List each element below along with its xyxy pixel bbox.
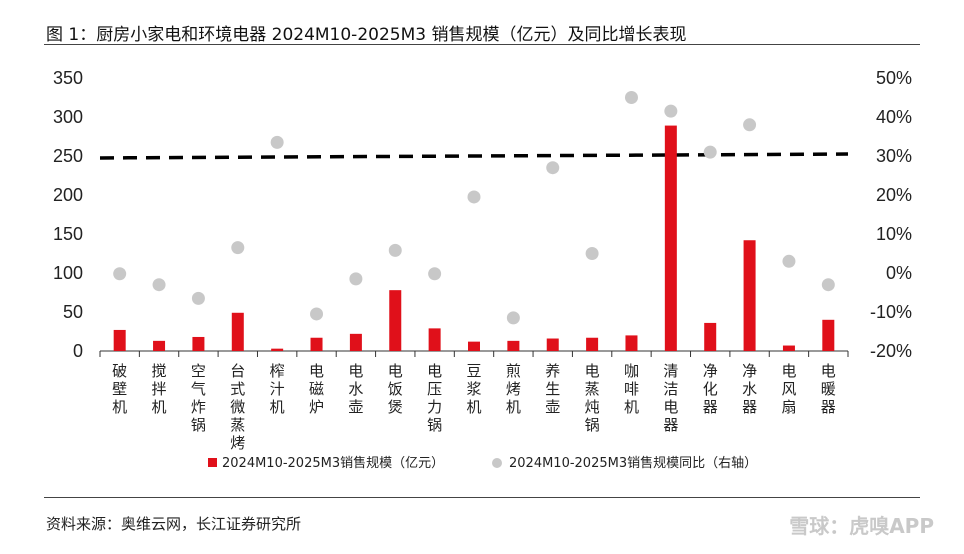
scatter-point bbox=[546, 161, 560, 175]
category-labels: 破壁机 搅拌机 空气炸锅 台式微蒸烤 榨汁机 电磁炉 电水壶 电饭煲 电压力锅 豆浆机 煎烤机 养生壶… bbox=[112, 362, 836, 452]
category-label: 电饭煲 bbox=[388, 362, 403, 416]
right-tick-label: 0% bbox=[886, 263, 912, 283]
scatter-point bbox=[624, 91, 638, 104]
left-tick-label: 150 bbox=[53, 224, 83, 244]
legend-swatch-points bbox=[492, 458, 502, 468]
bar bbox=[822, 319, 835, 351]
category-label: 破壁机 bbox=[112, 362, 127, 416]
left-tick-label: 250 bbox=[53, 146, 83, 166]
source-note: 资料来源：奥维云网，长江证券研究所 bbox=[46, 515, 302, 533]
tick-labels: 0 50 100 150 200 250 300 350 -20% -10% 0% 10% 20% 30%… bbox=[53, 68, 912, 361]
category-label: 电压力锅 bbox=[427, 362, 442, 434]
scatter-point bbox=[349, 272, 363, 286]
bar bbox=[625, 335, 638, 351]
bar bbox=[153, 340, 166, 351]
left-tick-label: 50 bbox=[63, 302, 83, 322]
scatter-point bbox=[821, 278, 835, 292]
scatter-point bbox=[231, 241, 245, 255]
category-label: 台式微蒸烤 bbox=[230, 362, 245, 452]
category-label: 榨汁机 bbox=[270, 362, 285, 416]
bar bbox=[664, 125, 677, 351]
category-label: 净水器 bbox=[742, 362, 757, 416]
scatter-point bbox=[310, 307, 324, 321]
bar bbox=[113, 329, 126, 351]
bar bbox=[271, 348, 284, 351]
category-label: 电暖器 bbox=[821, 362, 836, 416]
bar bbox=[468, 341, 480, 351]
scatter-point bbox=[428, 267, 442, 281]
source-divider bbox=[44, 497, 920, 498]
category-label: 咖啡机 bbox=[624, 362, 639, 416]
right-tick-label: 10% bbox=[876, 224, 912, 244]
scatter-point bbox=[585, 247, 599, 260]
right-tick-label: -10% bbox=[870, 302, 912, 322]
category-label: 净化器 bbox=[703, 362, 718, 416]
legend-label-bars: 2024M10-2025M3销售规模（亿元） bbox=[222, 455, 444, 471]
reference-line-group bbox=[99, 152, 849, 160]
scatter-point bbox=[506, 311, 520, 325]
category-label: 豆浆机 bbox=[466, 362, 481, 416]
category-label: 搅拌机 bbox=[152, 362, 167, 416]
category-label: 电风扇 bbox=[781, 362, 796, 416]
bar bbox=[546, 338, 559, 351]
scatter-point bbox=[191, 291, 205, 305]
reference-line bbox=[99, 152, 849, 160]
bar bbox=[231, 312, 244, 351]
bar bbox=[428, 328, 441, 351]
legend-swatch-bars bbox=[208, 458, 217, 467]
bar bbox=[704, 322, 717, 351]
right-tick-label: 40% bbox=[876, 107, 912, 127]
right-tick-label: 30% bbox=[876, 146, 912, 166]
scatter-point bbox=[703, 145, 717, 159]
right-tick-label: -20% bbox=[870, 341, 912, 361]
scatter-point bbox=[270, 135, 284, 149]
scatter-point bbox=[388, 243, 402, 257]
category-label: 煎烤机 bbox=[506, 362, 521, 416]
scatter-point bbox=[467, 190, 481, 204]
scatter-point bbox=[743, 118, 757, 132]
scatter-point bbox=[664, 104, 678, 118]
right-tick-label: 50% bbox=[876, 68, 912, 88]
left-tick-label: 0 bbox=[73, 341, 83, 361]
points-group bbox=[113, 91, 835, 325]
category-label: 电水壶 bbox=[348, 362, 363, 416]
left-tick-label: 200 bbox=[53, 185, 83, 205]
category-label: 养生壶 bbox=[545, 362, 560, 416]
chart-title: 图 1：厨房小家电和环境电器 2024M10-2025M3 销售规模（亿元）及同… bbox=[46, 25, 687, 45]
bar bbox=[743, 240, 756, 351]
category-label: 空气炸锅 bbox=[191, 362, 206, 434]
left-tick-label: 100 bbox=[53, 263, 83, 283]
bar bbox=[310, 337, 323, 351]
left-tick-label: 350 bbox=[53, 68, 83, 88]
legend: 2024M10-2025M3销售规模（亿元） 2024M10-2025M3销售规模… bbox=[208, 455, 757, 471]
bar bbox=[192, 336, 205, 351]
right-tick-label: 20% bbox=[876, 185, 912, 205]
scatter-point bbox=[113, 267, 127, 281]
axes bbox=[99, 350, 849, 357]
legend-label-points: 2024M10-2025M3销售规模同比（右轴） bbox=[509, 455, 757, 471]
left-tick-label: 300 bbox=[53, 107, 83, 127]
scatter-point bbox=[782, 254, 796, 268]
bar bbox=[389, 290, 402, 351]
category-label: 电磁炉 bbox=[309, 362, 324, 416]
scatter-point bbox=[152, 278, 166, 292]
bar bbox=[507, 340, 520, 351]
bar bbox=[586, 337, 599, 351]
bar bbox=[349, 333, 362, 351]
category-label: 清洁电器 bbox=[663, 362, 678, 434]
bars-group bbox=[113, 125, 835, 351]
watermark-logo: 雪球：虎嗅APP bbox=[789, 514, 934, 538]
bar bbox=[782, 345, 795, 351]
category-label: 电蒸炖锅 bbox=[585, 362, 600, 434]
title-divider bbox=[44, 44, 920, 45]
